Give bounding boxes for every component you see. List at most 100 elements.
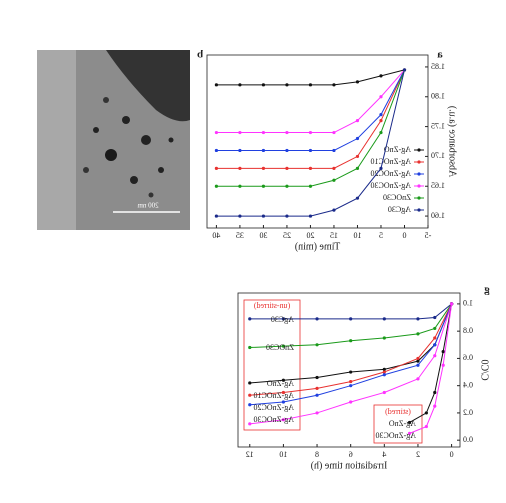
data-point — [424, 411, 428, 415]
data-point — [379, 130, 383, 135]
data-point — [281, 400, 286, 404]
data-point — [214, 130, 219, 135]
y-tick-label: 0.8 — [463, 326, 473, 335]
data-point — [382, 390, 386, 395]
data-point — [214, 214, 219, 218]
data-point — [332, 83, 336, 87]
data-point — [261, 184, 266, 188]
x-tick-label: 10 — [353, 231, 361, 240]
data-point — [238, 166, 242, 170]
data-point — [308, 184, 313, 188]
data-point — [332, 208, 336, 212]
data-point — [315, 317, 319, 321]
legend-label: Ag-ZnO — [389, 419, 416, 428]
data-point — [433, 404, 437, 408]
data-point — [382, 317, 386, 321]
y-tick-label: 0.6 — [463, 353, 473, 362]
data-point — [315, 393, 319, 397]
data-point — [308, 83, 313, 87]
data-point — [238, 184, 242, 188]
legend-label: Ag-ZnOC30 — [254, 415, 294, 424]
data-point — [416, 359, 420, 363]
y-tick-label: 1.75 — [431, 121, 445, 130]
data-point — [308, 130, 313, 135]
legend-label: Ag-ZnOC30 — [371, 181, 411, 190]
data-point — [355, 154, 360, 159]
y-tick-label: 0.0 — [463, 435, 473, 444]
x-tick-label: 30 — [259, 231, 267, 240]
x-tick-label: 12 — [246, 450, 254, 459]
legend-label: ZnOC30 — [383, 193, 411, 202]
x-tick-label: 40 — [212, 231, 220, 240]
data-point — [214, 184, 219, 188]
x-tick-label: 8 — [315, 450, 319, 459]
x-tick-label: 10 — [279, 450, 287, 459]
x-tick-label: 35 — [236, 231, 244, 240]
data-point — [355, 166, 360, 170]
panel-label: g — [484, 284, 490, 296]
legend-marker — [417, 208, 421, 212]
data-point — [433, 390, 437, 395]
y-tick-label: 0.4 — [463, 381, 473, 390]
data-point — [214, 148, 219, 153]
data-point — [281, 418, 286, 422]
x-tick-label: 2 — [416, 450, 420, 459]
data-point — [285, 148, 289, 153]
annotation: (stirred) — [385, 407, 411, 416]
data-point — [355, 196, 360, 200]
legend-label: Ag-ZnOC20 — [254, 403, 294, 412]
data-point — [441, 350, 445, 354]
x-tick-label: 6 — [349, 450, 353, 459]
data-point — [433, 343, 437, 347]
data-point — [248, 422, 252, 426]
x-tick-label: 5 — [379, 231, 383, 240]
data-point — [214, 166, 219, 170]
panel-label: a — [437, 49, 443, 61]
data-point — [382, 367, 386, 371]
annotation: (un-stirred) — [253, 301, 290, 310]
data-point — [248, 345, 252, 350]
x-tick-label: 0 — [402, 231, 406, 240]
data-point — [433, 315, 437, 320]
plot-frame — [206, 54, 429, 229]
x-tick-label: 15 — [330, 231, 338, 240]
data-point — [315, 375, 319, 380]
data-point — [416, 377, 420, 381]
data-point — [285, 214, 289, 218]
panel-label: b — [197, 49, 203, 61]
x-tick-label: 20 — [306, 231, 314, 240]
data-point — [433, 354, 437, 358]
data-point — [248, 393, 252, 397]
series-line — [216, 69, 405, 86]
legend-label: AgC30 — [388, 205, 411, 214]
legend-marker — [417, 160, 421, 164]
data-point — [285, 83, 289, 87]
series-line — [249, 303, 453, 349]
x-tick-label: 25 — [283, 231, 291, 240]
y-tick-label: 0.2 — [463, 408, 473, 417]
data-point — [349, 384, 353, 388]
data-point — [315, 386, 319, 390]
data-point — [332, 166, 336, 170]
legend-label: AgC30 — [271, 315, 294, 324]
data-point — [281, 390, 286, 395]
data-point — [416, 356, 420, 361]
legend-marker — [417, 184, 421, 188]
series-line — [249, 303, 453, 406]
data-point — [407, 431, 412, 435]
data-point — [349, 317, 353, 321]
y-axis-title: Absorbance (a.u.) — [447, 106, 458, 177]
data-point — [416, 317, 420, 321]
data-point — [248, 403, 252, 407]
data-point — [248, 381, 252, 385]
data-point — [261, 166, 266, 170]
data-point — [349, 400, 353, 404]
data-point — [416, 332, 420, 336]
data-point — [382, 336, 386, 340]
y-tick-label: 1.60 — [431, 211, 445, 220]
data-point — [308, 214, 313, 218]
data-point — [433, 326, 437, 331]
data-point — [416, 363, 420, 367]
data-point — [433, 336, 437, 340]
